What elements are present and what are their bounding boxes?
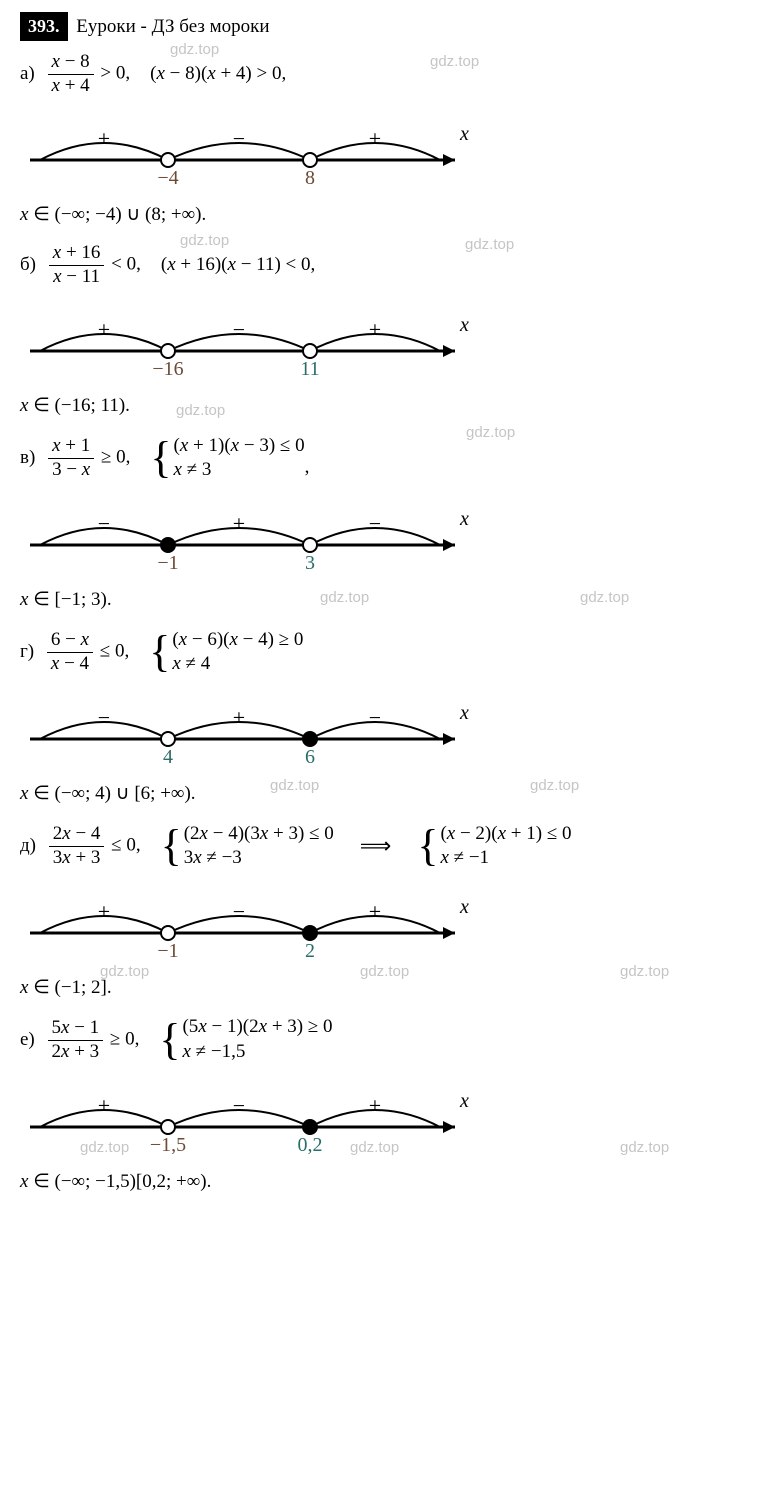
watermark: gdz.top bbox=[430, 51, 479, 72]
svg-text:+: + bbox=[369, 126, 381, 151]
system-condition: {(x − 6)(x − 4) ≥ 0x ≠ 4 bbox=[149, 628, 303, 677]
svg-text:−: − bbox=[98, 705, 110, 730]
svg-text:6: 6 bbox=[305, 746, 315, 768]
svg-text:x: x bbox=[459, 702, 469, 724]
watermark: gdz.top bbox=[530, 775, 579, 796]
number-line-d: + − + −1 2 x bbox=[20, 885, 490, 967]
section-g: г) 6 − xx − 4 ≤ 0,{(x − 6)(x − 4) ≥ 0x ≠… bbox=[20, 628, 753, 808]
svg-text:+: + bbox=[369, 1093, 381, 1118]
section-a: gdz.topgdz.topа) x − 8x + 4 > 0,(x − 8)(… bbox=[20, 51, 753, 228]
section-v: gdz.topgdz.topв) x + 13 − x ≥ 0,{(x + 1)… bbox=[20, 434, 753, 614]
watermark: gdz.top bbox=[180, 230, 229, 251]
answer-e: x ∈ (−∞; −1,5)[0,2; +∞). bbox=[20, 1169, 753, 1196]
number-line-b: + − + −16 11 x bbox=[20, 303, 490, 385]
svg-text:−1,5: −1,5 bbox=[150, 1134, 186, 1156]
svg-text:0,2: 0,2 bbox=[298, 1134, 323, 1156]
section-label: д) bbox=[20, 835, 36, 856]
system-condition: {(2x − 4)(3x + 3) ≤ 03x ≠ −3 bbox=[161, 822, 334, 871]
watermark: gdz.top bbox=[465, 234, 514, 255]
watermark: gdz.top bbox=[270, 775, 319, 796]
svg-text:−: − bbox=[233, 899, 245, 924]
header: 393. Еуроки - ДЗ без мороки bbox=[20, 12, 753, 41]
svg-text:+: + bbox=[233, 705, 245, 730]
watermark: gdz.top bbox=[466, 422, 515, 443]
svg-text:−1: −1 bbox=[157, 552, 178, 574]
svg-text:−16: −16 bbox=[152, 358, 183, 380]
svg-text:−1: −1 bbox=[157, 940, 178, 962]
section-label: в) bbox=[20, 447, 35, 468]
factored-form: (x + 16)(x − 11) < 0, bbox=[161, 252, 315, 279]
section-label: е) bbox=[20, 1029, 35, 1050]
svg-text:2: 2 bbox=[305, 940, 315, 962]
factored-form: (x − 8)(x + 4) > 0, bbox=[150, 61, 286, 88]
system-condition: {(x + 1)(x − 3) ≤ 0x ≠ 3, bbox=[150, 434, 309, 483]
svg-text:x: x bbox=[459, 896, 469, 918]
answer-g: x ∈ (−∞; 4) ∪ [6; +∞).gdz.topgdz.top bbox=[20, 781, 753, 808]
svg-text:−4: −4 bbox=[157, 167, 178, 189]
number-line-v: − + − −1 3 x bbox=[20, 497, 490, 579]
svg-text:+: + bbox=[98, 126, 110, 151]
watermark: gdz.top bbox=[580, 587, 629, 608]
problem-number-box: 393. bbox=[20, 12, 68, 41]
watermark: gdz.top bbox=[620, 1137, 669, 1158]
answer-d: x ∈ (−1; 2]. bbox=[20, 975, 753, 1002]
svg-text:+: + bbox=[233, 511, 245, 536]
svg-text:+: + bbox=[98, 899, 110, 924]
svg-text:x: x bbox=[459, 123, 469, 145]
svg-text:x: x bbox=[459, 314, 469, 336]
section-e: е) 5x − 12x + 3 ≥ 0,{(5x − 1)(2x + 3) ≥ … bbox=[20, 1015, 753, 1195]
section-label: г) bbox=[20, 641, 34, 662]
svg-text:8: 8 bbox=[305, 167, 315, 189]
answer-v: x ∈ [−1; 3).gdz.topgdz.top bbox=[20, 587, 753, 614]
svg-text:4: 4 bbox=[163, 746, 173, 768]
svg-text:−: − bbox=[233, 126, 245, 151]
header-text: Еуроки - ДЗ без мороки bbox=[76, 16, 269, 37]
watermark: gdz.top bbox=[320, 587, 369, 608]
section-b: gdz.topgdz.topб) x + 16x − 11 < 0,(x + 1… bbox=[20, 242, 753, 419]
answer-a: x ∈ (−∞; −4) ∪ (8; +∞). bbox=[20, 202, 753, 229]
svg-text:−: − bbox=[369, 705, 381, 730]
implies-arrow: ⟹ bbox=[360, 831, 392, 862]
svg-text:−: − bbox=[98, 511, 110, 536]
svg-text:x: x bbox=[459, 508, 469, 530]
svg-text:11: 11 bbox=[300, 358, 319, 380]
number-line-e: + − + −1,5 0,2 x bbox=[20, 1079, 490, 1161]
svg-text:+: + bbox=[98, 317, 110, 342]
svg-text:3: 3 bbox=[305, 552, 315, 574]
number-line-a: + − + −4 8 x bbox=[20, 112, 490, 194]
svg-text:x: x bbox=[459, 1090, 469, 1112]
svg-text:−: − bbox=[233, 1093, 245, 1118]
section-d: д) 2x − 43x + 3 ≤ 0,{(2x − 4)(3x + 3) ≤ … bbox=[20, 822, 753, 1002]
number-line-g: − + − 4 6 x bbox=[20, 691, 490, 773]
section-label: а) bbox=[20, 63, 35, 84]
svg-text:+: + bbox=[369, 317, 381, 342]
svg-text:+: + bbox=[369, 899, 381, 924]
watermark: gdz.top bbox=[170, 39, 219, 60]
system-condition-2: {(x − 2)(x + 1) ≤ 0x ≠ −1 bbox=[417, 822, 571, 871]
section-label: б) bbox=[20, 254, 36, 275]
svg-text:−: − bbox=[369, 511, 381, 536]
svg-text:+: + bbox=[98, 1093, 110, 1118]
system-condition: {(5x − 1)(2x + 3) ≥ 0x ≠ −1,5 bbox=[159, 1015, 332, 1064]
svg-text:−: − bbox=[233, 317, 245, 342]
answer-b: x ∈ (−16; 11). bbox=[20, 393, 753, 420]
